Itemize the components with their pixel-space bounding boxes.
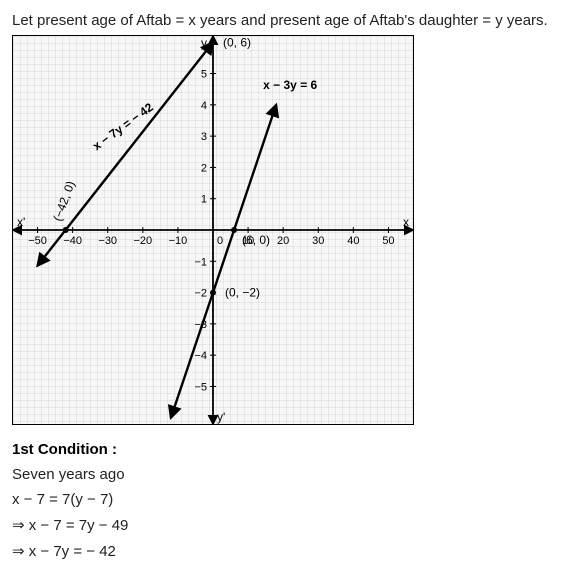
svg-text:x − 3y = 6: x − 3y = 6 [263, 78, 317, 92]
svg-text:4: 4 [201, 100, 207, 112]
svg-text:−50: −50 [28, 235, 47, 247]
svg-text:−5: −5 [194, 381, 207, 393]
svg-text:x: x [403, 215, 409, 229]
svg-text:20: 20 [277, 235, 289, 247]
svg-text:−2: −2 [194, 288, 207, 300]
svg-text:x': x' [17, 215, 25, 229]
condition-heading: 1st Condition : [12, 441, 557, 458]
step-text: ⇒ x − 7 = 7y − 49 [12, 516, 557, 534]
svg-text:−10: −10 [169, 235, 188, 247]
svg-text:(6, 0): (6, 0) [242, 233, 270, 247]
svg-text:2: 2 [201, 162, 207, 174]
svg-text:50: 50 [382, 235, 394, 247]
svg-text:−40: −40 [63, 235, 82, 247]
intro-text: Let present age of Aftab = x years and p… [12, 12, 557, 29]
step-text: Seven years ago [12, 466, 557, 483]
svg-text:(0, −2): (0, −2) [225, 286, 260, 300]
svg-text:5: 5 [201, 69, 207, 81]
coordinate-graph: x'xyy'−50−40−30−20−10102030405012345−1−2… [12, 35, 414, 425]
svg-text:(0, 6): (0, 6) [223, 36, 251, 49]
step-text: ⇒ x − 7y = − 42 [12, 542, 557, 560]
svg-text:y: y [201, 36, 207, 50]
svg-text:y': y' [217, 410, 225, 424]
svg-text:40: 40 [347, 235, 359, 247]
svg-text:−4: −4 [194, 350, 207, 362]
svg-text:3: 3 [201, 131, 207, 143]
svg-text:30: 30 [312, 235, 324, 247]
svg-text:0: 0 [217, 235, 223, 247]
step-text: x − 7 = 7(y − 7) [12, 491, 557, 508]
svg-text:−30: −30 [98, 235, 117, 247]
svg-text:−20: −20 [133, 235, 152, 247]
svg-text:(−42, 0): (−42, 0) [50, 179, 77, 223]
svg-text:−1: −1 [194, 256, 207, 268]
svg-text:1: 1 [201, 194, 207, 206]
